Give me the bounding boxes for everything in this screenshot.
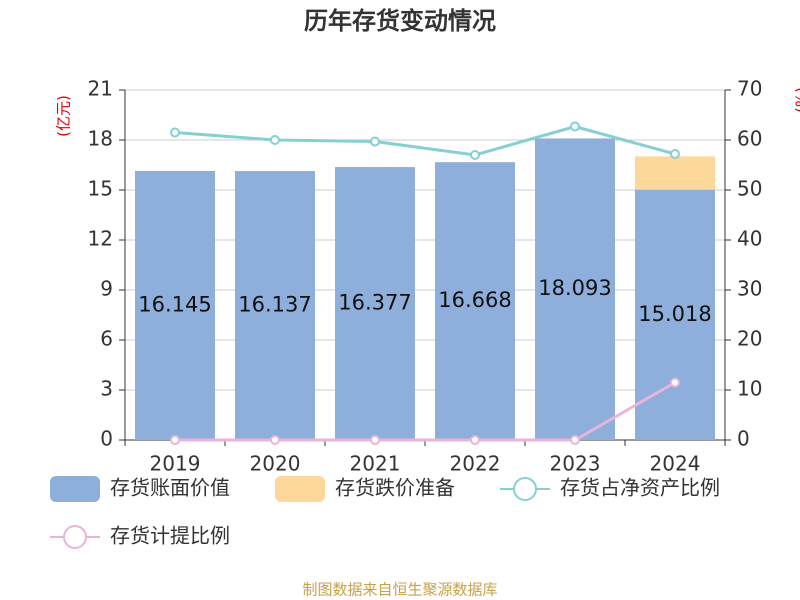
line-point [470,435,480,445]
bar [535,138,615,440]
legend-label: 存货占净资产比例 [560,476,720,500]
data-label: 18.093 [538,276,611,300]
bar [435,162,515,440]
y2-tick-label: 20 [737,327,762,351]
y2-tick-label: 60 [737,127,762,151]
x-tick-label: 2021 [350,452,401,476]
bar [135,170,215,440]
line-point [570,435,580,445]
line-point [170,127,180,138]
x-tick-label: 2024 [650,452,701,476]
y-tick-label: 9 [100,277,113,301]
line-series [175,381,676,442]
legend-label: 存货账面价值 [110,476,230,500]
y-tick-label: 15 [88,177,113,201]
y2-axis-label: (%) [793,87,800,113]
data-label: 16.668 [438,288,511,312]
y2-tick-label: 30 [737,277,762,301]
data-label: 16.377 [338,291,411,315]
data-label: 16.137 [238,293,311,317]
data-label: 15.018 [638,302,711,326]
bar [635,156,715,190]
y2-tick-label: 50 [737,177,762,201]
x-tick-label: 2022 [450,452,501,476]
y2-tick-label: 40 [737,227,762,251]
y-tick-label: 12 [88,227,113,251]
x-tick-label: 2019 [150,452,201,476]
line-point [170,435,180,445]
line-point [270,435,280,445]
y-tick-label: 6 [100,327,113,351]
legend-swatch [50,476,100,502]
bar [335,167,415,441]
legend-swatch [513,477,537,501]
y-tick-label: 21 [88,77,113,101]
x-tick-label: 2020 [250,452,301,476]
legend-swatch [275,476,325,502]
y-axis-label: (亿元) [55,95,73,137]
line-point [370,136,380,147]
y2-tick-label: 0 [737,427,750,451]
data-label: 16.145 [138,292,211,316]
line-point [470,150,480,160]
chart-title: 历年存货变动情况 [304,7,496,35]
bar [235,171,315,441]
line-point [270,135,280,145]
x-tick-label: 2023 [550,452,601,476]
line-series [174,124,676,157]
y-tick-label: 0 [100,427,113,451]
line-point [670,149,680,159]
line-point [570,121,580,132]
y2-tick-label: 70 [737,77,762,101]
line-point [670,377,680,388]
legend-label: 存货跌价准备 [335,476,455,500]
y2-tick-label: 10 [737,377,762,401]
y-tick-label: 3 [100,377,113,401]
line-point [370,435,380,445]
legend-label: 存货计提比例 [110,524,230,548]
legend-swatch [63,525,87,549]
y-tick-label: 18 [88,127,113,151]
source-note: 制图数据来自恒生聚源数据库 [302,581,497,599]
